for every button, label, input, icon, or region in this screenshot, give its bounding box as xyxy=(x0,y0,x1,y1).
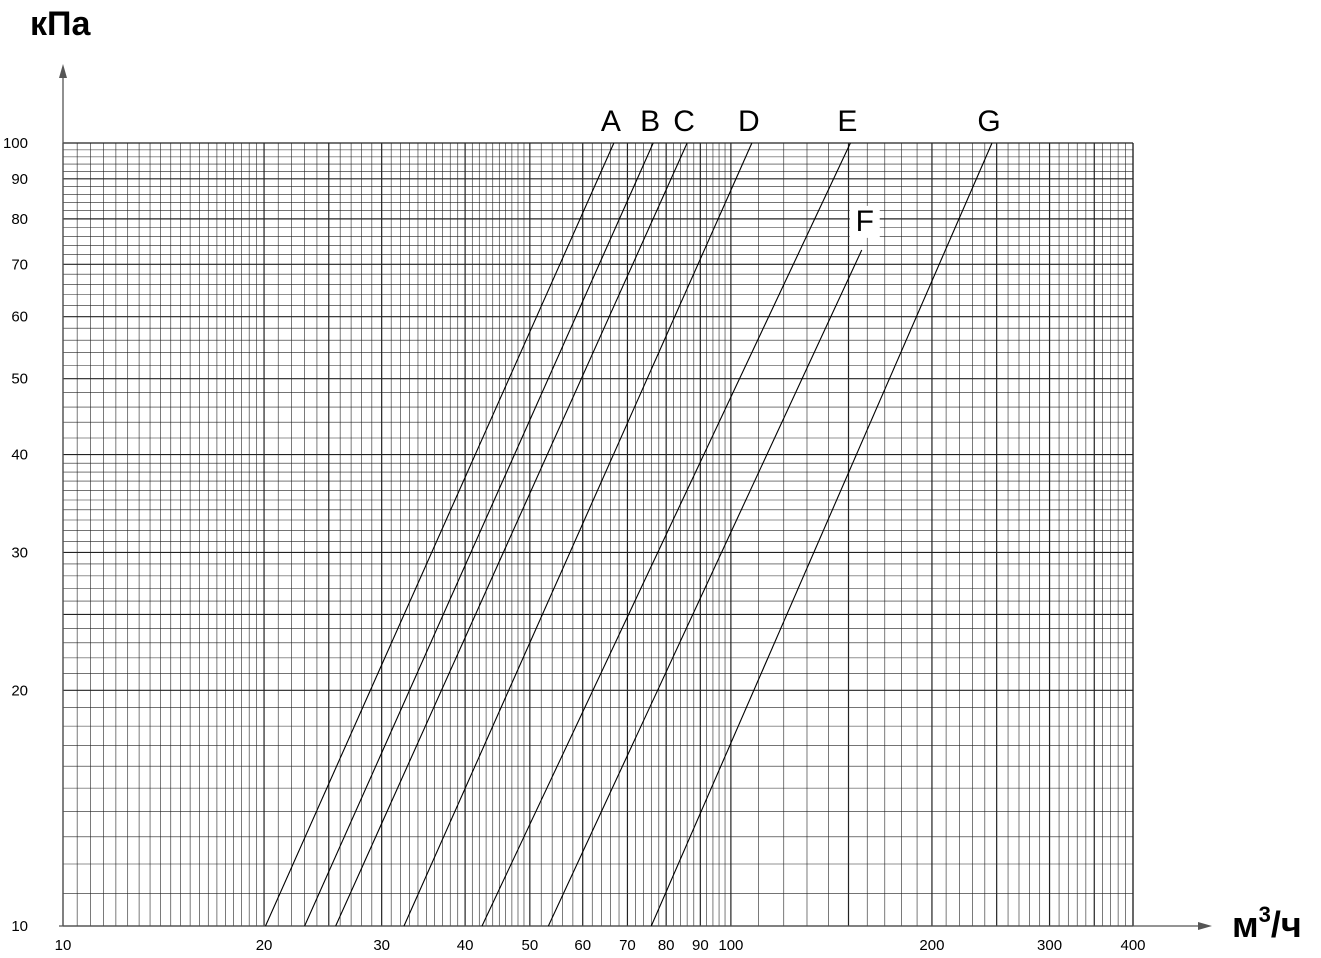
axes xyxy=(59,64,1212,930)
x-tick-label: 400 xyxy=(1120,937,1145,954)
y-axis-arrow-icon xyxy=(59,64,67,78)
series-label-e: E xyxy=(837,105,857,138)
x-tick-label: 40 xyxy=(457,937,474,954)
x-axis-label-tail: /ч xyxy=(1270,904,1302,945)
x-axis-label: м3/ч xyxy=(1232,902,1302,946)
x-tick-label: 300 xyxy=(1037,937,1062,954)
series-line-g xyxy=(650,142,993,927)
y-tick-label: 60 xyxy=(11,309,28,326)
y-tick-label: 100 xyxy=(3,135,28,152)
y-tick-label: 30 xyxy=(11,544,28,561)
x-tick-label: 10 xyxy=(55,937,72,954)
x-tick-label: 70 xyxy=(619,937,636,954)
y-tick-label: 10 xyxy=(11,918,28,935)
series-label-c: C xyxy=(673,105,695,138)
series-label-g: G xyxy=(977,105,1000,138)
x-axis-arrow-icon xyxy=(1198,922,1212,930)
x-tick-label: 60 xyxy=(574,937,591,954)
series-line-e xyxy=(481,142,851,927)
series-line-b xyxy=(304,142,654,927)
series-line-a xyxy=(264,142,615,927)
x-axis-label-sup: 3 xyxy=(1258,902,1271,927)
series-line-c xyxy=(335,142,688,927)
y-tick-label: 90 xyxy=(11,171,28,188)
series-line-d xyxy=(403,142,753,927)
series-label-f-bg xyxy=(849,205,880,238)
grid-major xyxy=(62,142,1134,927)
y-tick-label: 50 xyxy=(11,371,28,388)
x-tick-labels: 10 20 30 40 50 60 70 80 90 100 200 300 400 xyxy=(55,937,1146,954)
y-tick-label: 80 xyxy=(11,211,28,228)
series-label-a: A xyxy=(601,105,621,138)
series-label-d: D xyxy=(738,105,760,138)
x-tick-label: 90 xyxy=(692,937,709,954)
x-tick-label: 50 xyxy=(521,937,538,954)
y-tick-label: 20 xyxy=(11,682,28,699)
y-tick-label: 40 xyxy=(11,447,28,464)
series-lines xyxy=(264,142,993,927)
x-tick-label: 30 xyxy=(373,937,390,954)
y-tick-labels: 10 20 30 40 50 60 70 80 90 100 xyxy=(3,135,28,935)
x-tick-label: 20 xyxy=(256,937,273,954)
series-line-f xyxy=(547,249,863,927)
y-tick-label: 70 xyxy=(11,256,28,273)
x-tick-label: 100 xyxy=(718,937,743,954)
grid-minor xyxy=(63,143,1133,926)
x-tick-label: 80 xyxy=(658,937,675,954)
series-label-f: F xyxy=(856,205,874,238)
y-axis-label: кПа xyxy=(30,5,91,43)
series-labels: A B C D E F G xyxy=(601,105,1001,238)
x-tick-label: 200 xyxy=(919,937,944,954)
x-axis-label-base: м xyxy=(1232,904,1259,945)
series-label-b: B xyxy=(640,105,660,138)
